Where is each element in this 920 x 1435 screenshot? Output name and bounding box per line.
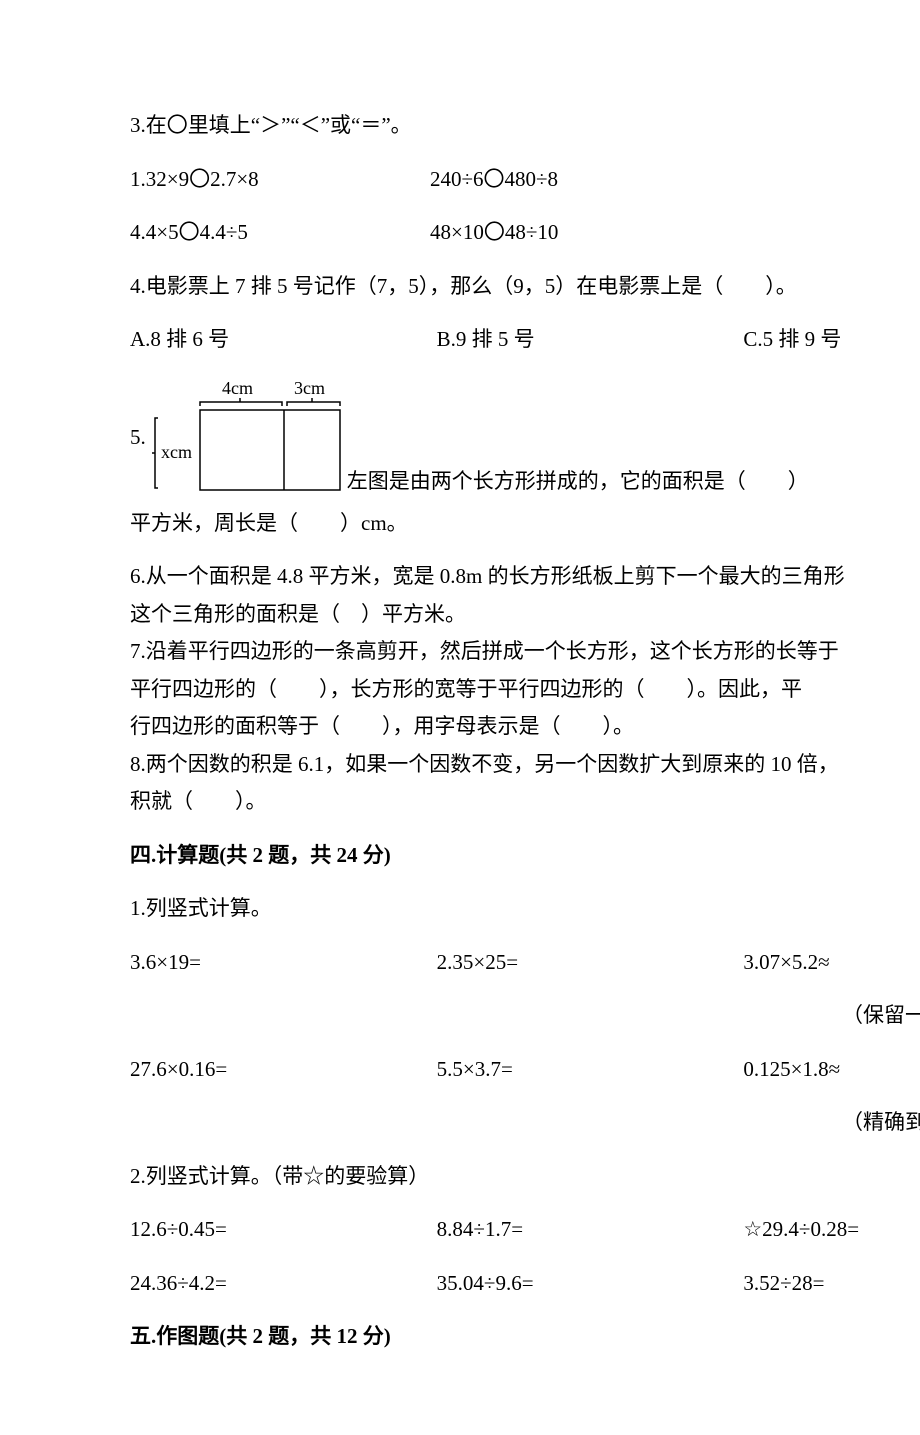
sec4-r2c: 0.125×1.8≈ <box>743 1054 920 1086</box>
q6-l2: 这个三角形的面积是（ ）平方米。 <box>130 599 920 631</box>
q7-l1: 7.沿着平行四边形的一条高剪开，然后拼成一个长方形，这个长方形的长等于 <box>130 636 920 668</box>
sec4-r2b: 5.5×3.7= <box>437 1054 744 1086</box>
sec4-row3: 12.6÷0.45= 8.84÷1.7= ☆29.4÷0.28= <box>130 1214 920 1246</box>
q3-row1: 1.32×9〇2.7×8 240÷6〇480÷8 <box>130 164 920 196</box>
sec4-row2: 27.6×0.16= 5.5×3.7= 0.125×1.8≈ <box>130 1054 920 1086</box>
sec4-row1: 3.6×19= 2.35×25= 3.07×5.2≈ <box>130 947 920 979</box>
q4-choice-a: A.8 排 6 号 <box>130 324 437 356</box>
q7-l3: 行四边形的面积等于（ ），用字母表示是（ ）。 <box>130 711 920 743</box>
q8-l1: 8.两个因数的积是 6.1，如果一个因数不变，另一个因数扩大到原来的 10 倍， <box>130 749 920 781</box>
q4-choice-b: B.9 排 5 号 <box>437 324 744 356</box>
q5-line1: 5. xcm 4cm 3cm 左图是由两个长方形拼成的，它的面积是（ ） <box>130 378 920 498</box>
label-xcm: xcm <box>161 442 192 462</box>
section5-title: 五.作图题(共 2 题，共 12 分) <box>130 1321 920 1353</box>
q4-choice-c: C.5 排 9 号 <box>743 324 920 356</box>
label-4cm: 4cm <box>222 378 253 398</box>
q4-stem: 4.电影票上 7 排 5 号记作（7，5），那么（9，5）在电影票上是（ ）。 <box>130 271 920 303</box>
q5-line2: 平方米，周长是（ ）cm。 <box>130 508 920 540</box>
sec4-r3c: ☆29.4÷0.28= <box>743 1214 920 1246</box>
q5-tail: 左图是由两个长方形拼成的，它的面积是（ ） <box>347 466 809 498</box>
q8-l2: 积就（ ）。 <box>130 786 920 818</box>
sec4-r4c: 3.52÷28= <box>743 1268 920 1300</box>
sec4-r1b: 2.35×25= <box>437 947 744 979</box>
sec4-r1a: 3.6×19= <box>130 947 437 979</box>
sec4-r2a: 27.6×0.16= <box>130 1054 437 1086</box>
sec4-p2: 2.列竖式计算。（带☆的要验算） <box>130 1161 920 1193</box>
q3-r2a: 4.4×5〇4.4÷5 <box>130 217 430 249</box>
sec4-r1c: 3.07×5.2≈ <box>743 947 920 979</box>
sec4-note2: （精确到百分位） <box>130 1107 920 1139</box>
q3-stem: 3.在〇里填上“＞”“＜”或“＝”。 <box>130 110 920 142</box>
q4-choices: A.8 排 6 号 B.9 排 5 号 C.5 排 9 号 <box>130 324 920 356</box>
q3-row2: 4.4×5〇4.4÷5 48×10〇48÷10 <box>130 217 920 249</box>
q3-r1a: 1.32×9〇2.7×8 <box>130 164 430 196</box>
sec4-row4: 24.36÷4.2= 35.04÷9.6= 3.52÷28= <box>130 1268 920 1300</box>
q5-number: 5. <box>130 422 146 454</box>
sec4-r4a: 24.36÷4.2= <box>130 1268 437 1300</box>
sec4-r3a: 12.6÷0.45= <box>130 1214 437 1246</box>
sec4-p1: 1.列竖式计算。 <box>130 893 920 925</box>
section4-title: 四.计算题(共 2 题，共 24 分) <box>130 840 920 872</box>
rectangle-diagram: xcm 4cm 3cm <box>152 378 347 498</box>
sec4-r3b: 8.84÷1.7= <box>437 1214 744 1246</box>
q6-l1: 6.从一个面积是 4.8 平方米，宽是 0.8m 的长方形纸板上剪下一个最大的三… <box>130 561 920 593</box>
q3-r2b: 48×10〇48÷10 <box>430 217 558 249</box>
q3-r1b: 240÷6〇480÷8 <box>430 164 558 196</box>
label-3cm: 3cm <box>294 378 325 398</box>
sec4-r4b: 35.04÷9.6= <box>437 1268 744 1300</box>
q7-l2: 平行四边形的（ ），长方形的宽等于平行四边形的（ ）。因此，平 <box>130 674 920 706</box>
sec4-note1: （保留一位小数） <box>130 1000 920 1032</box>
